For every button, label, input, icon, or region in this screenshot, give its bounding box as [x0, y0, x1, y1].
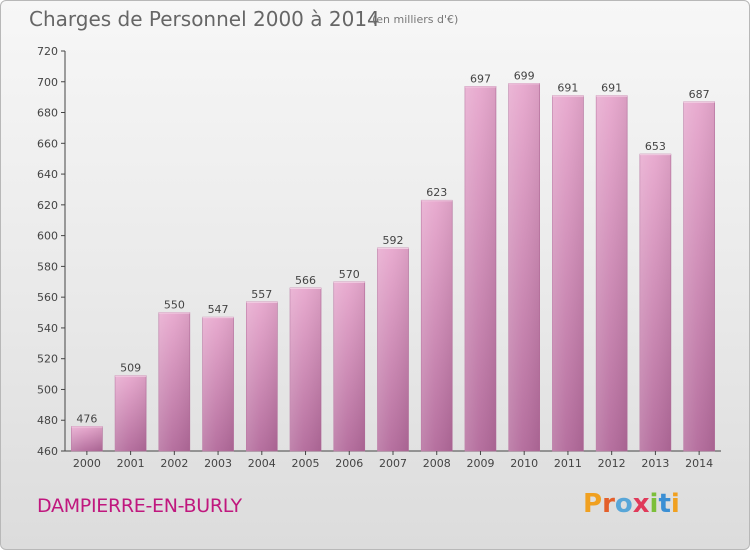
y-tick-label: 660	[37, 137, 58, 150]
x-tick-label: 2006	[335, 457, 363, 470]
y-tick-label: 500	[37, 383, 58, 396]
chart-bars: 476 2000 509 2001 550 2002 547 2003 557 2004 566 20…	[71, 69, 715, 470]
bar-shine	[596, 95, 628, 451]
y-tick-label: 540	[37, 322, 58, 335]
bar-group: 592 2007	[377, 234, 409, 470]
bar-shine	[508, 83, 540, 452]
data-label: 592	[383, 234, 404, 247]
bar-shine	[421, 200, 453, 451]
data-label: 509	[120, 362, 141, 375]
data-label: 691	[601, 82, 622, 95]
x-tick-label: 2012	[598, 457, 626, 470]
chart-axes: 460 480 500 520 540 560 580 600 620 640 660 680 700 7…	[37, 45, 721, 458]
y-tick-label: 600	[37, 230, 58, 243]
bar-group: 699 2010	[508, 69, 541, 470]
bar-shine	[158, 312, 190, 451]
x-tick-label: 2007	[379, 457, 407, 470]
bar-shine	[464, 86, 496, 451]
x-tick-label: 2013	[641, 457, 669, 470]
bar-group: 550 2002	[158, 299, 191, 470]
bar-shine	[639, 154, 671, 452]
y-tick-label: 480	[37, 414, 58, 427]
x-tick-label: 2009	[466, 457, 494, 470]
bar-shine	[377, 247, 409, 451]
x-tick-label: 2010	[510, 457, 538, 470]
x-tick-label: 2005	[292, 457, 320, 470]
bar-group: 697 2009	[464, 72, 497, 470]
bar-group: 687 2014	[683, 88, 715, 470]
x-tick-label: 2004	[248, 457, 276, 470]
bar-shine	[552, 95, 584, 451]
data-label: 476	[76, 412, 97, 425]
data-label: 557	[251, 288, 272, 301]
x-tick-label: 2002	[160, 457, 188, 470]
y-tick-label: 680	[37, 107, 58, 120]
x-tick-label: 2008	[423, 457, 451, 470]
data-label: 570	[339, 268, 360, 281]
y-tick-label: 560	[37, 291, 58, 304]
y-tick-label: 460	[37, 445, 58, 458]
chart-title: Charges de Personnel 2000 à 2014	[29, 7, 380, 31]
y-tick-label: 580	[37, 260, 58, 273]
y-tick-label: 640	[37, 168, 58, 181]
bar-shine	[246, 301, 278, 451]
bar-group: 509 2001	[114, 362, 147, 470]
data-label: 550	[164, 299, 185, 312]
data-label: 566	[295, 274, 316, 287]
bar-group: 557 2004	[246, 288, 278, 470]
bar-group: 623 2008	[420, 186, 453, 470]
proxiti-logo: Proxiti	[583, 489, 680, 519]
bar-group: 653 2013	[639, 140, 672, 470]
bar-shine	[115, 375, 147, 451]
bar-group: 570 2006	[333, 268, 366, 470]
y-tick-label: 720	[37, 45, 58, 58]
data-label: 697	[470, 72, 491, 85]
bar-shine	[202, 317, 234, 451]
bar-group: 691 2011	[552, 82, 584, 470]
bar-group: 476 2000	[71, 412, 103, 470]
x-tick-label: 2000	[73, 457, 101, 470]
data-label: 623	[426, 186, 447, 199]
y-tick-label: 520	[37, 353, 58, 366]
y-tick-label: 620	[37, 199, 58, 212]
bar-group: 547 2003	[202, 303, 234, 470]
x-tick-label: 2014	[685, 457, 713, 470]
bar-shine	[683, 101, 715, 452]
data-label: 699	[514, 69, 535, 82]
bar-group: 566 2005	[289, 274, 322, 470]
bar-shine	[290, 287, 322, 451]
data-label: 691	[557, 82, 578, 95]
bar-shine	[71, 426, 103, 451]
x-tick-label: 2011	[554, 457, 582, 470]
data-label: 653	[645, 140, 666, 153]
x-tick-label: 2001	[117, 457, 145, 470]
place-name: DAMPIERRE-EN-BURLY	[37, 495, 242, 517]
bar-group: 691 2012	[595, 82, 628, 470]
y-tick-label: 700	[37, 76, 58, 89]
bar-shine	[333, 281, 365, 451]
chart-subtitle: (en milliers d'€)	[372, 13, 459, 26]
data-label: 547	[208, 303, 229, 316]
x-tick-label: 2003	[204, 457, 232, 470]
data-label: 687	[689, 88, 710, 101]
